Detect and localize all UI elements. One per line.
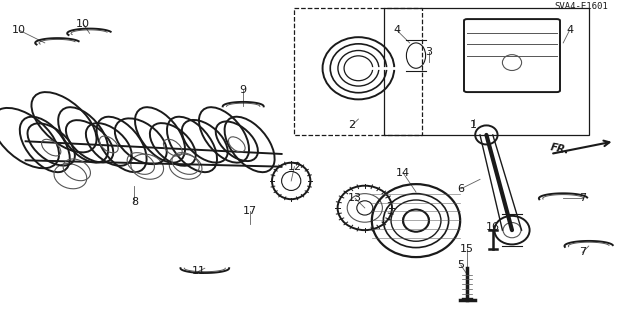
Text: 5: 5 [458,260,464,270]
Bar [294,8,422,135]
Text: SVA4-E1601: SVA4-E1601 [554,2,608,11]
Text: 15: 15 [460,244,474,254]
Text: 1: 1 [470,120,477,130]
Text: 17: 17 [243,206,257,216]
Text: 9: 9 [239,85,247,95]
Text: FR.: FR. [550,142,570,156]
Text: 4: 4 [393,25,401,35]
Text: 2: 2 [348,120,356,130]
Text: 7: 7 [579,193,586,204]
Text: 14: 14 [396,168,410,178]
Text: 7: 7 [579,247,586,257]
Text: 6: 6 [458,184,464,194]
Text: 16: 16 [486,222,500,232]
Text: 8: 8 [131,197,138,207]
Text: 10: 10 [12,25,26,35]
Text: 12: 12 [287,162,301,172]
Text: 4: 4 [566,25,573,35]
Text: 13: 13 [348,193,362,204]
Text: 10: 10 [76,19,90,29]
Text: 11: 11 [191,266,205,276]
Bar [384,8,589,135]
Text: 3: 3 [426,48,432,57]
